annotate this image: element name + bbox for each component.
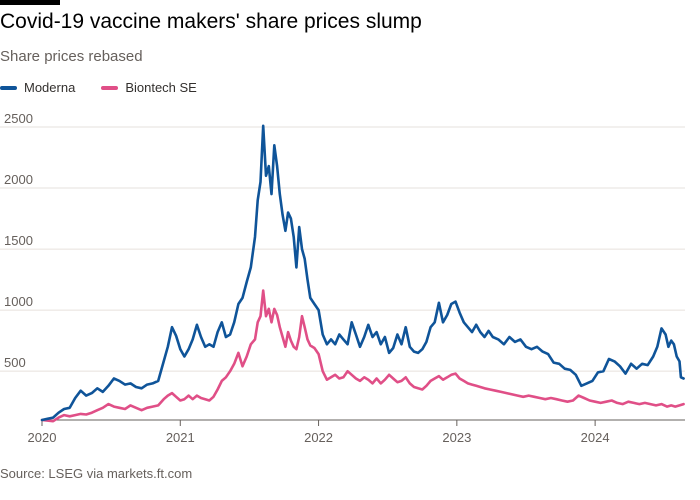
y-tick-label: 1000	[4, 294, 33, 309]
y-tick-label: 1500	[4, 233, 33, 248]
chart-title: Covid-19 vaccine makers' share prices sl…	[0, 10, 422, 33]
x-axis	[41, 419, 685, 426]
legend-item-moderna: Moderna	[0, 80, 75, 95]
legend-label-moderna: Moderna	[24, 80, 76, 95]
x-tick-label: 2020	[28, 430, 57, 445]
series-line-biontech	[40, 289, 685, 423]
x-tick-label: 2024	[581, 430, 610, 445]
chart-legend: Moderna Biontech SE	[0, 80, 223, 95]
legend-label-biontech: Biontech SE	[125, 80, 197, 95]
tick-labels: 2500 2000 1500 1000 500 2020 2021 2022 2023 2024	[4, 111, 610, 445]
source-note: Source: LSEG via markets.ft.com	[0, 466, 193, 481]
legend-swatch-moderna	[0, 85, 17, 90]
x-tick-label: 2022	[304, 430, 333, 445]
y-tick-label: 2500	[4, 111, 33, 126]
chart-subtitle: Share prices rebased	[0, 48, 143, 65]
series-lines	[40, 124, 685, 423]
y-tick-label: 500	[4, 355, 26, 370]
legend-item-biontech: Biontech SE	[101, 80, 197, 95]
x-tick-label: 2021	[166, 430, 195, 445]
series-line-moderna	[40, 124, 685, 422]
grid-lines	[0, 126, 685, 372]
y-tick-label: 2000	[4, 172, 33, 187]
line-chart: 2500 2000 1500 1000 500 2020 2021 2022 2023 2024	[0, 111, 685, 445]
legend-swatch-biontech	[101, 85, 119, 90]
header-rule	[0, 0, 60, 5]
x-tick-label: 2023	[442, 430, 471, 445]
